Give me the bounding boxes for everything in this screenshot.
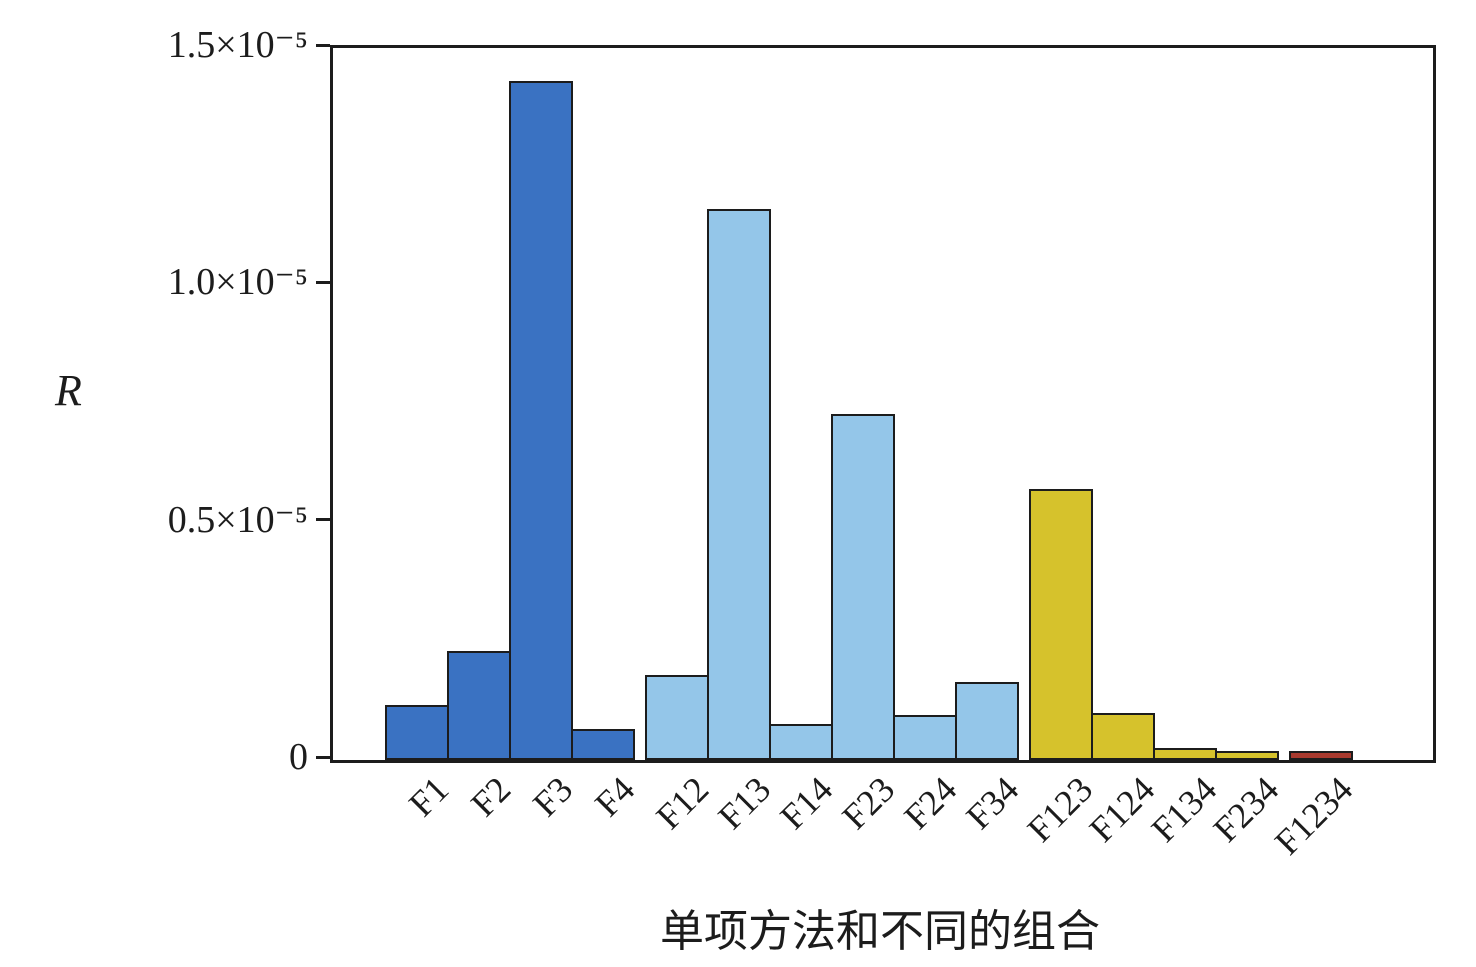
bar-F23 [831, 413, 895, 760]
x-tick-label-F13: F13 [710, 769, 779, 837]
x-tick-label-F4: F4 [587, 769, 643, 825]
y-tick-label: 1.5×10⁻⁵ [167, 24, 308, 66]
x-tick-label-F34: F34 [958, 769, 1027, 837]
y-tick-label: 1.0×10⁻⁵ [167, 261, 308, 304]
bar-F124 [1091, 712, 1155, 760]
x-tick-label-F2: F2 [463, 769, 519, 825]
x-axis-label: 单项方法和不同的组合 [660, 907, 1100, 956]
x-tick-label-F14: F14 [772, 769, 841, 837]
bar-F1234 [1289, 750, 1353, 760]
bar-F4 [571, 729, 635, 760]
x-tick-label-F1: F1 [401, 769, 457, 825]
bar-F13 [707, 209, 771, 760]
bar-F3 [509, 81, 573, 760]
y-axis-label: R [55, 366, 82, 415]
x-tick-label-F123: F123 [1019, 769, 1101, 850]
x-tick-label-F1234: F1234 [1266, 769, 1361, 863]
y-tick-mark [316, 280, 330, 284]
bar-F2 [447, 650, 511, 760]
x-tick-label-F12: F12 [648, 769, 717, 837]
bar-F14 [769, 724, 833, 760]
y-tick-mark [316, 43, 330, 47]
bar-F234 [1215, 750, 1279, 760]
x-tick-label-F3: F3 [525, 769, 581, 825]
bar-F12 [645, 674, 709, 760]
x-tick-label-F23: F23 [834, 769, 903, 837]
x-tick-label-F24: F24 [896, 769, 965, 837]
bar-F123 [1029, 489, 1093, 760]
bar-F24 [893, 714, 957, 760]
x-tick-label-F124: F124 [1081, 769, 1163, 850]
x-tick-label-F134: F134 [1143, 769, 1225, 850]
bar-F134 [1153, 748, 1217, 760]
plot-area [330, 45, 1436, 763]
y-tick-mark [316, 755, 330, 759]
bar-F34 [955, 681, 1019, 760]
y-tick-label: 0.5×10⁻⁵ [167, 498, 308, 541]
y-tick-mark [316, 518, 330, 522]
bar-F1 [385, 705, 449, 760]
y-tick-label: 0 [289, 736, 308, 778]
